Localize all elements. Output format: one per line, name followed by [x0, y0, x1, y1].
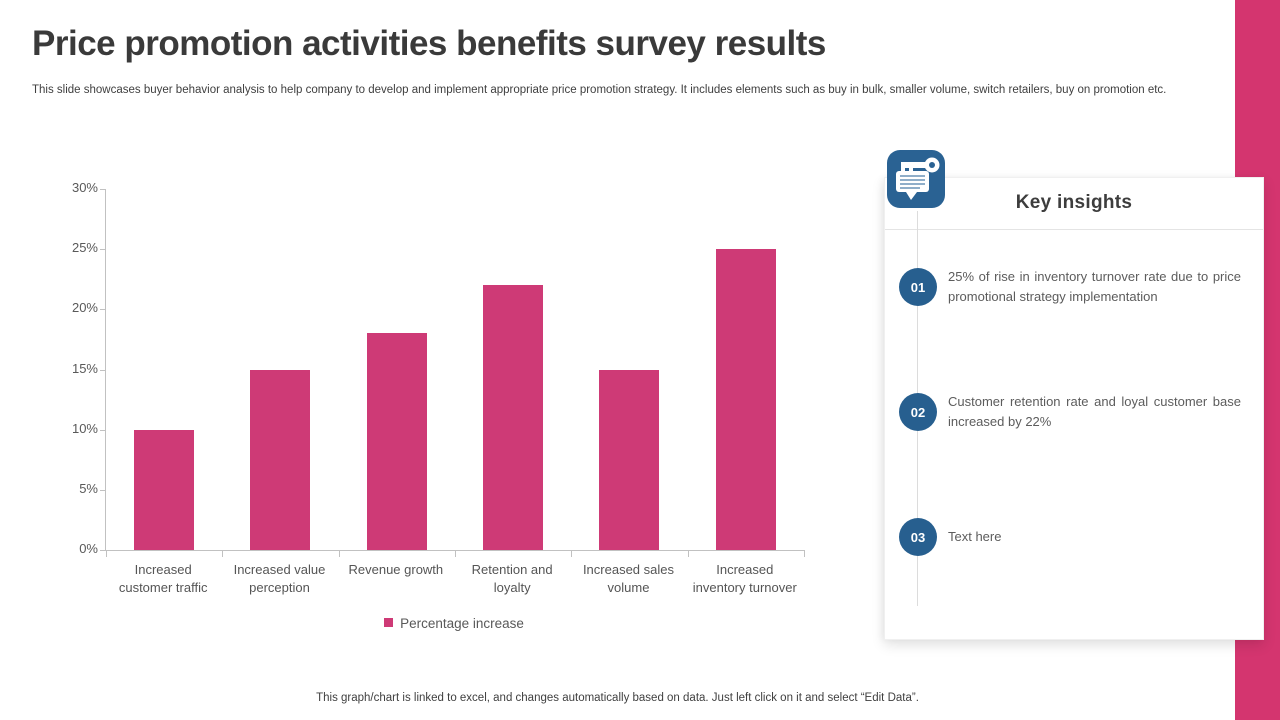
- x-tick-mark: [687, 550, 689, 557]
- y-tick-mark: [100, 309, 106, 311]
- x-tick-mark: [571, 550, 573, 557]
- x-category-label: Increased inventory turnover: [692, 562, 797, 596]
- bar-4: [483, 285, 544, 550]
- bar-slot: [455, 189, 571, 550]
- panel-divider: [885, 229, 1263, 230]
- bar-slot: [571, 189, 687, 550]
- bar-5: [599, 369, 660, 550]
- y-tick-mark: [100, 429, 106, 431]
- insight-text: Text here: [948, 528, 1002, 544]
- chart-legend: Percentage increase: [105, 616, 803, 631]
- y-tick-label: 10%: [71, 420, 98, 436]
- key-insights-panel: Key insights 01 25% of rise in inventory …: [884, 150, 1264, 640]
- bar-slot: [106, 189, 222, 550]
- bar-2: [250, 369, 311, 550]
- insights-list: 01 25% of rise in inventory turnover rate…: [885, 178, 1263, 639]
- x-category-label: Revenue growth: [348, 562, 444, 577]
- y-tick-label: 15%: [71, 360, 98, 376]
- key-insights-title: Key insights: [1015, 192, 1133, 213]
- insight-item-03: 03 Text here: [899, 518, 1241, 556]
- bar-slot: [222, 189, 338, 550]
- y-tick-label: 0%: [79, 541, 98, 556]
- insight-item-01: 01 25% of rise in inventory turnover rate…: [899, 267, 1241, 307]
- bar-slot: [339, 189, 455, 550]
- legend-label: Percentage increase: [400, 616, 524, 631]
- y-axis: 0% 5% 10% 15% 20% 25% 30%: [0, 180, 98, 556]
- x-tick-mark: [804, 550, 805, 557]
- legend-swatch: [384, 618, 394, 627]
- y-tick-mark: [100, 249, 106, 251]
- x-category-label: Increased sales volume: [582, 562, 674, 596]
- y-tick-label: 5%: [79, 480, 98, 496]
- bar-chart[interactable]: 0% 5% 10% 15% 20% 25% 30% Increased customer t…: [0, 175, 830, 655]
- note-with-key-icon: [887, 150, 945, 208]
- insight-number-badge: 03: [899, 518, 937, 556]
- y-tick-mark: [100, 189, 106, 190]
- insight-number-badge: 01: [899, 268, 937, 307]
- bar-slot: [688, 189, 804, 550]
- x-axis-labels: Increased customer traffic Increased valu…: [105, 561, 803, 597]
- y-tick-label: 20%: [71, 300, 98, 316]
- footer-note: This graph/chart is linked to excel, and…: [316, 692, 919, 704]
- slide-subtitle: This slide showcases buyer behavior anal…: [32, 84, 1167, 96]
- insight-text: 25% of rise in inventory turnover rate d…: [948, 269, 1241, 305]
- y-tick-mark: [100, 550, 106, 551]
- x-tick-mark: [455, 550, 456, 557]
- x-category-label: Retention and loyalty: [471, 562, 553, 596]
- y-tick-label: 30%: [71, 180, 98, 195]
- x-tick-mark: [338, 550, 340, 557]
- y-tick-mark: [100, 369, 106, 371]
- x-category-label: Increased value perception: [233, 562, 326, 596]
- x-tick-mark: [222, 550, 224, 557]
- bar-1: [134, 429, 195, 550]
- y-tick-mark: [100, 489, 106, 491]
- insight-number-badge: 02: [899, 393, 937, 432]
- insight-text: Customer retention rate and loyal custom…: [948, 394, 1241, 430]
- y-tick-label: 25%: [71, 240, 98, 256]
- bar-6: [715, 249, 776, 550]
- plot-area: [100, 189, 805, 557]
- insight-item-02: 02 Customer retention rate and loyal cust…: [899, 392, 1241, 432]
- x-category-label: Increased customer traffic: [118, 562, 208, 596]
- bar-3: [366, 333, 427, 550]
- x-tick-mark: [106, 550, 107, 557]
- slide-title: Price promotion activities benefits surv…: [32, 24, 826, 63]
